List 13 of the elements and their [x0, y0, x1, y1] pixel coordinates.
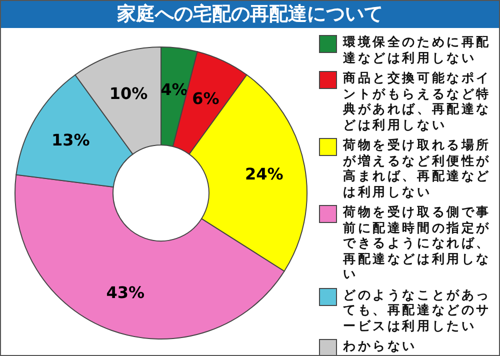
- legend-label: 環境保全のために再配達などは利用しない: [343, 34, 491, 65]
- data-label: 10%: [109, 84, 148, 104]
- legend-label: 商品と交換可能なポイントがもらえるなど特典があれば、再配達などは利用しない: [343, 70, 491, 132]
- chart-title: 家庭への宅配の再配達について: [1, 1, 499, 28]
- data-label: 6%: [192, 88, 220, 108]
- legend-label: どのようなことがあっても、再配達などのサービスは利用したい: [343, 286, 491, 333]
- legend-label: 荷物を受け取れる場所が増えるなど利便性が高まれば、再配達などは利用しない: [343, 137, 491, 199]
- legend-label: わからない: [343, 338, 418, 354]
- data-label: 13%: [51, 130, 90, 150]
- data-label: 43%: [106, 282, 145, 302]
- legend-label: 荷物を受け取る側で事前に配達時間の指定ができるようになれば、再配達などは利用しない: [343, 204, 491, 282]
- data-label: 4%: [160, 80, 188, 99]
- data-label: 24%: [244, 164, 284, 184]
